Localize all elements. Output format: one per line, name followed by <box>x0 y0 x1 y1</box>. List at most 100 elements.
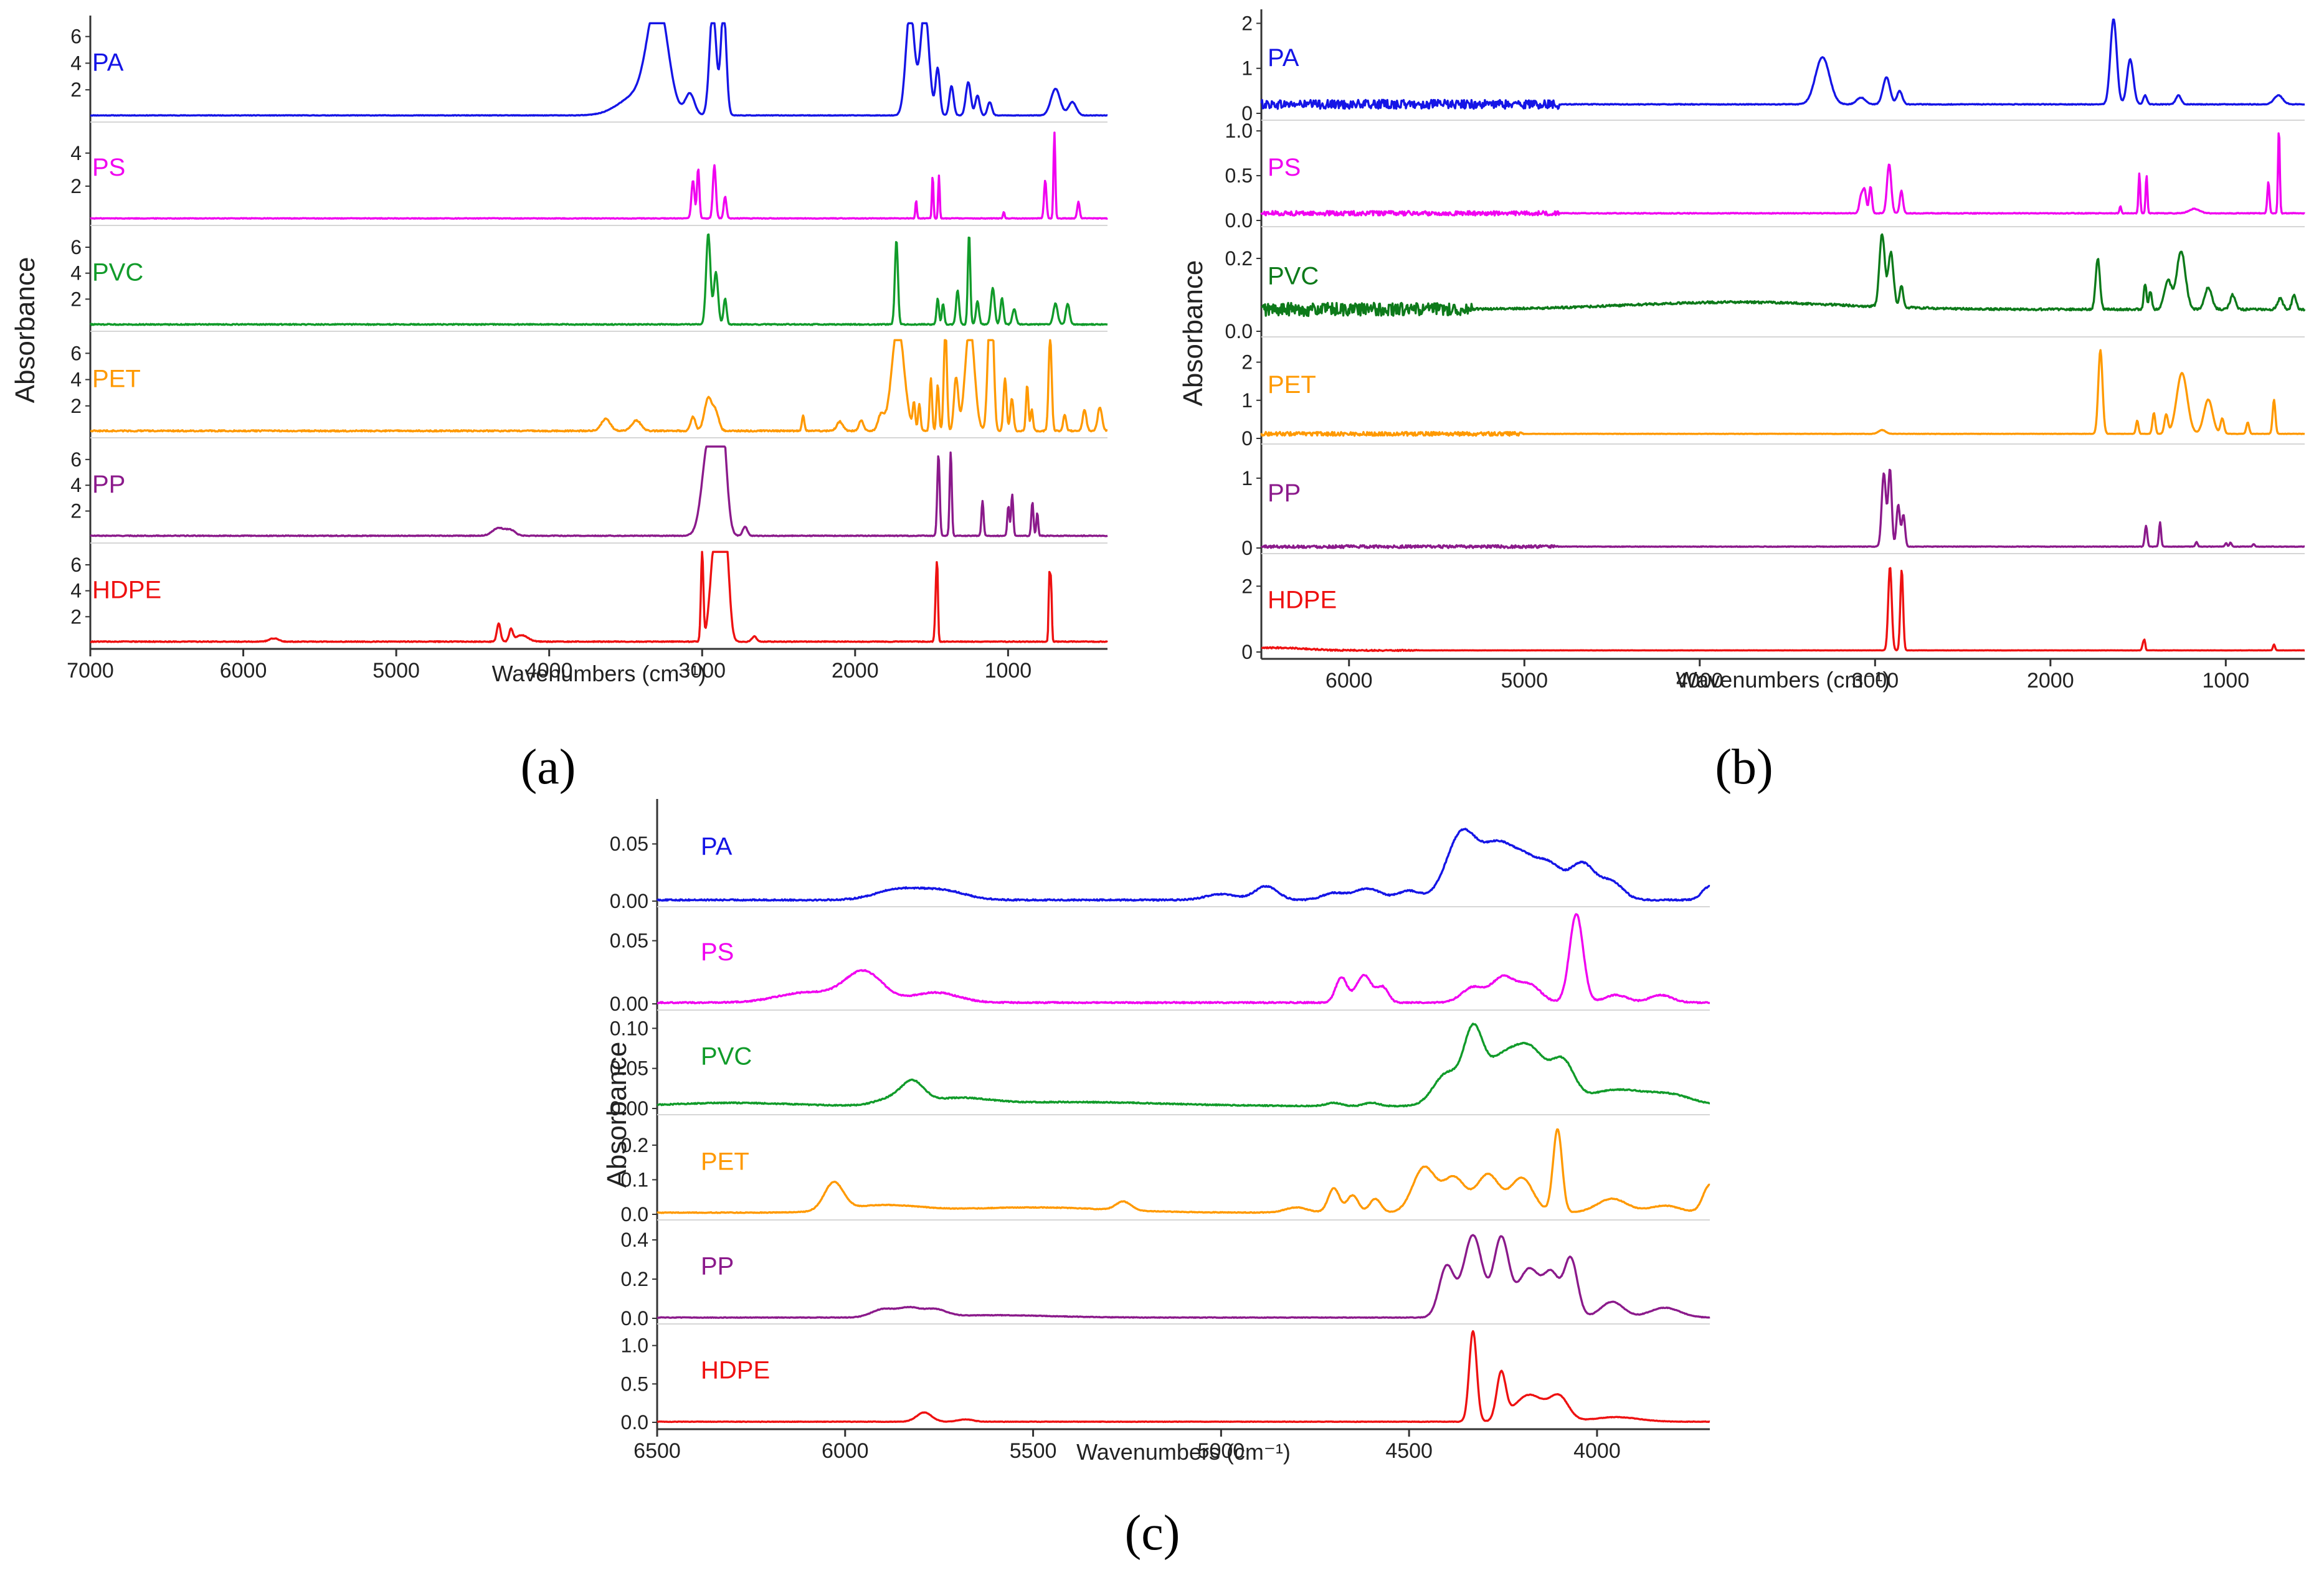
y-tick-label: 0.0 <box>621 1411 648 1434</box>
x-tick-label: 6000 <box>822 1439 869 1463</box>
y-tick-label: 6 <box>70 448 82 471</box>
y-tick-label: 6 <box>70 236 82 258</box>
series-label-pet: PET <box>701 1148 749 1175</box>
spectrum-line-ps <box>657 913 1710 1004</box>
spectrum-line-hdpe <box>657 1330 1710 1424</box>
spectrum-line-pvc <box>89 233 1108 326</box>
spectrum-line-ps <box>1260 132 2305 217</box>
y-axis-label: Absorbance <box>10 257 40 404</box>
caption-b: (b) <box>1715 740 1773 795</box>
series-label-hdpe: HDPE <box>1268 586 1337 613</box>
x-axis-label: Wavenumbers (cm⁻¹) <box>492 661 706 686</box>
y-tick-label: 0.05 <box>610 833 648 855</box>
x-tick-label: 4500 <box>1385 1439 1433 1463</box>
y-tick-label: 1 <box>1241 467 1253 489</box>
y-tick-label: 0.5 <box>621 1373 648 1395</box>
x-axis-label: Wavenumbers (cm⁻¹) <box>1076 1439 1291 1465</box>
x-tick-label: 4000 <box>1676 669 1724 692</box>
series-label-pa: PA <box>1268 44 1299 72</box>
series-label-pet: PET <box>1268 371 1316 399</box>
spectrum-line-pa <box>90 22 1108 117</box>
spectrum-line-pp <box>657 1234 1710 1319</box>
x-tick-label: 2000 <box>832 659 879 683</box>
y-tick-label: 4 <box>70 262 82 285</box>
y-tick-label: 0.05 <box>610 930 648 952</box>
y-tick-label: 0.2 <box>1225 247 1253 270</box>
y-tick-label: 0.2 <box>621 1268 648 1290</box>
x-tick-label: 1000 <box>2202 669 2249 692</box>
series-label-pp: PP <box>92 471 125 498</box>
spectrum-line-hdpe <box>90 551 1108 643</box>
y-tick-label: 4 <box>70 142 82 164</box>
x-tick-label: 3000 <box>1851 669 1899 692</box>
x-axis-label: Wavenumbers (cm⁻¹) <box>1676 667 1890 692</box>
x-tick-label: 5000 <box>372 659 420 683</box>
spectrum-line-pvc <box>657 1023 1710 1108</box>
y-tick-label: 4 <box>70 580 82 602</box>
series-label-pa: PA <box>701 833 733 860</box>
x-tick-label: 5000 <box>1501 669 1548 692</box>
y-tick-label: 0.00 <box>610 1097 648 1120</box>
spectrum-line-pet <box>1260 349 2305 437</box>
y-tick-label: 0 <box>1241 427 1253 450</box>
series-label-pvc: PVC <box>1268 262 1319 290</box>
panel-a-chart: 7000 6000 5000 4000 3000 2000 1000 Wavenumbers … <box>10 16 1108 686</box>
x-tick-label: 3000 <box>678 659 726 683</box>
x-tick-label: 1000 <box>985 659 1032 683</box>
series-label-pet: PET <box>92 365 141 392</box>
x-tick-label: 6000 <box>1326 669 1373 692</box>
spectrum-line-pp <box>90 445 1108 537</box>
y-tick-label: 2 <box>70 175 82 197</box>
spectrum-line-pa <box>656 828 1710 902</box>
y-tick-label: 4 <box>70 474 82 496</box>
x-tick-label: 5500 <box>1010 1439 1057 1463</box>
series-label-ps: PS <box>92 154 125 181</box>
x-tick-label: 4000 <box>1573 1439 1621 1463</box>
y-tick-label: 0.0 <box>1225 209 1253 232</box>
y-tick-label: 0.00 <box>610 890 648 912</box>
series-label-pa: PA <box>92 49 124 76</box>
y-tick-label: 0 <box>1241 641 1253 663</box>
y-tick-label: 0.00 <box>610 993 648 1015</box>
y-tick-label: 0.05 <box>610 1057 648 1080</box>
y-tick-label: 4 <box>70 369 82 391</box>
spectrum-line-pvc <box>1261 233 2306 318</box>
y-tick-label: 0.1 <box>621 1168 648 1191</box>
series-label-hdpe: HDPE <box>701 1356 770 1384</box>
spectrum-line-pet <box>90 339 1108 433</box>
y-tick-label: 2 <box>1241 12 1253 34</box>
y-tick-label: 2 <box>70 395 82 417</box>
y-tick-label: 0.0 <box>1225 320 1253 343</box>
y-tick-label: 0.5 <box>1225 164 1253 187</box>
y-tick-label: 0.0 <box>621 1203 648 1226</box>
series-label-pp: PP <box>1268 480 1301 507</box>
series-label-ps: PS <box>1268 154 1301 181</box>
series-label-hdpe: HDPE <box>92 576 161 603</box>
x-tick-label: 5000 <box>1198 1439 1245 1463</box>
y-tick-label: 6 <box>70 554 82 576</box>
x-tick-label: 7000 <box>67 659 114 683</box>
y-tick-label: 2 <box>70 78 82 101</box>
y-tick-label: 0.10 <box>610 1017 648 1039</box>
y-tick-label: 2 <box>1241 575 1253 597</box>
y-tick-label: 4 <box>70 52 82 74</box>
y-tick-label: 6 <box>70 26 82 48</box>
y-tick-label: 0.4 <box>621 1229 648 1251</box>
series-label-pp: PP <box>701 1252 734 1280</box>
caption-c: (c) <box>1125 1506 1180 1561</box>
series-label-ps: PS <box>701 938 734 966</box>
spectrum-line-pp <box>1260 468 2305 549</box>
y-tick-label: 2 <box>70 605 82 628</box>
y-tick-label: 2 <box>70 288 82 310</box>
x-tick-label: 2000 <box>2027 669 2074 692</box>
caption-a: (a) <box>521 740 576 795</box>
panel-b-chart: 6000 5000 4000 3000 2000 1000 Wavenumbers (cm⁻… <box>1178 9 2306 692</box>
series-label-pvc: PVC <box>92 258 143 286</box>
x-tick-label: 6500 <box>633 1439 681 1463</box>
y-tick-label: 1.0 <box>1225 120 1253 142</box>
spectrum-line-pet <box>657 1128 1710 1214</box>
series-label-pvc: PVC <box>701 1042 752 1070</box>
y-tick-label: 1 <box>1241 57 1253 80</box>
spectrum-line-pa <box>1260 18 2305 110</box>
